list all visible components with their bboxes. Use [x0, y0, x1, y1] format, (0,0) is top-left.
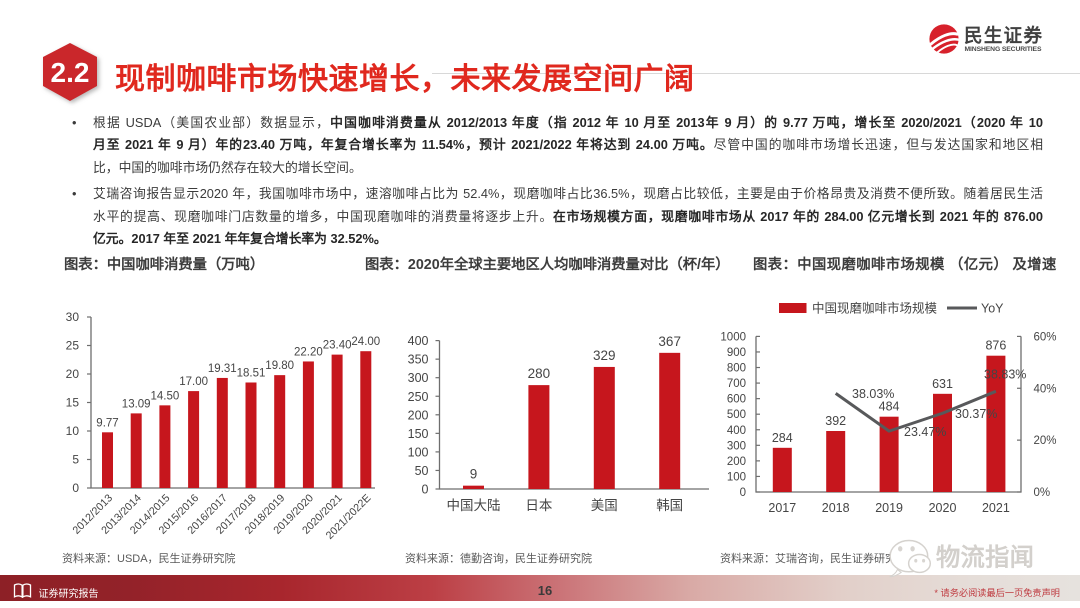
svg-text:韩国: 韩国 — [656, 498, 683, 513]
svg-text:0: 0 — [422, 483, 429, 497]
svg-text:300: 300 — [408, 371, 429, 385]
svg-text:100: 100 — [408, 445, 429, 459]
svg-text:500: 500 — [727, 409, 746, 421]
svg-text:50: 50 — [415, 464, 429, 478]
svg-text:23.40: 23.40 — [323, 340, 352, 352]
svg-text:329: 329 — [593, 348, 616, 363]
svg-text:5: 5 — [72, 453, 79, 467]
svg-text:15: 15 — [66, 396, 80, 410]
svg-text:物流指闻: 物流指闻 — [936, 545, 1034, 572]
svg-text:中国大陆: 中国大陆 — [447, 498, 501, 513]
svg-text:0: 0 — [740, 487, 746, 499]
svg-text:24.00: 24.00 — [351, 336, 380, 348]
svg-text:250: 250 — [408, 390, 429, 404]
svg-text:2018: 2018 — [822, 501, 850, 515]
svg-text:18.51: 18.51 — [237, 367, 266, 379]
svg-text:392: 392 — [825, 414, 846, 428]
svg-text:200: 200 — [727, 456, 746, 468]
svg-text:2020: 2020 — [929, 501, 957, 515]
svg-text:22.20: 22.20 — [294, 346, 323, 358]
svg-text:美国: 美国 — [591, 498, 618, 513]
svg-text:2017: 2017 — [768, 501, 796, 515]
svg-text:0%: 0% — [1034, 487, 1051, 499]
svg-text:30: 30 — [66, 310, 80, 324]
svg-text:2.2: 2.2 — [51, 57, 90, 88]
svg-text:0: 0 — [72, 481, 79, 495]
svg-text:280: 280 — [528, 366, 551, 381]
svg-text:600: 600 — [727, 394, 746, 406]
svg-text:300: 300 — [727, 440, 746, 452]
svg-text:876: 876 — [985, 339, 1006, 353]
svg-text:20: 20 — [66, 367, 80, 381]
svg-text:资料来源：艾瑞咨询，民生证券研究院: 资料来源：艾瑞咨询，民生证券研究院 — [720, 551, 907, 565]
svg-text:14.50: 14.50 — [151, 390, 180, 402]
svg-text:284: 284 — [772, 431, 793, 445]
svg-text:60%: 60% — [1034, 331, 1057, 343]
svg-text:350: 350 — [408, 353, 429, 367]
svg-text:800: 800 — [727, 363, 746, 375]
svg-text:20%: 20% — [1034, 435, 1057, 447]
svg-text:40%: 40% — [1034, 383, 1057, 395]
svg-text:700: 700 — [727, 378, 746, 390]
svg-text:150: 150 — [408, 427, 429, 441]
svg-text:400: 400 — [727, 425, 746, 437]
svg-text:400: 400 — [408, 334, 429, 348]
svg-text:10: 10 — [66, 424, 80, 438]
svg-text:9: 9 — [470, 467, 478, 482]
svg-text:484: 484 — [879, 400, 900, 414]
svg-text:23.47%: 23.47% — [904, 425, 946, 439]
svg-text:631: 631 — [932, 377, 953, 391]
svg-text:YoY: YoY — [981, 302, 1004, 316]
svg-text:19.80: 19.80 — [265, 360, 294, 372]
svg-text:9.77: 9.77 — [96, 417, 118, 429]
svg-text:资料来源：德勤咨询，民生证券研究院: 资料来源：德勤咨询，民生证券研究院 — [405, 551, 592, 565]
svg-text:17.00: 17.00 — [179, 376, 208, 388]
svg-text:38.83%: 38.83% — [984, 368, 1026, 382]
svg-text:13.09: 13.09 — [122, 398, 151, 410]
svg-text:日本: 日本 — [525, 498, 553, 513]
svg-text:200: 200 — [408, 408, 429, 422]
svg-text:民生证券: 民生证券 — [964, 25, 1042, 46]
svg-text:30.37%: 30.37% — [955, 407, 997, 421]
svg-text:19.31: 19.31 — [208, 363, 237, 375]
svg-text:900: 900 — [727, 347, 746, 359]
svg-text:100: 100 — [727, 471, 746, 483]
svg-text:资料来源：USDA，民生证券研究院: 资料来源：USDA，民生证券研究院 — [62, 551, 236, 565]
svg-text:367: 367 — [658, 334, 681, 349]
svg-text:2021: 2021 — [982, 501, 1010, 515]
svg-text:MINSHENG SECURITIES: MINSHENG SECURITIES — [965, 46, 1042, 53]
svg-text:25: 25 — [66, 339, 80, 353]
svg-text:1000: 1000 — [720, 331, 746, 343]
svg-text:2019: 2019 — [875, 501, 903, 515]
svg-text:38.03%: 38.03% — [852, 387, 894, 401]
svg-text:中国现磨咖啡市场规模: 中国现磨咖啡市场规模 — [812, 301, 938, 316]
